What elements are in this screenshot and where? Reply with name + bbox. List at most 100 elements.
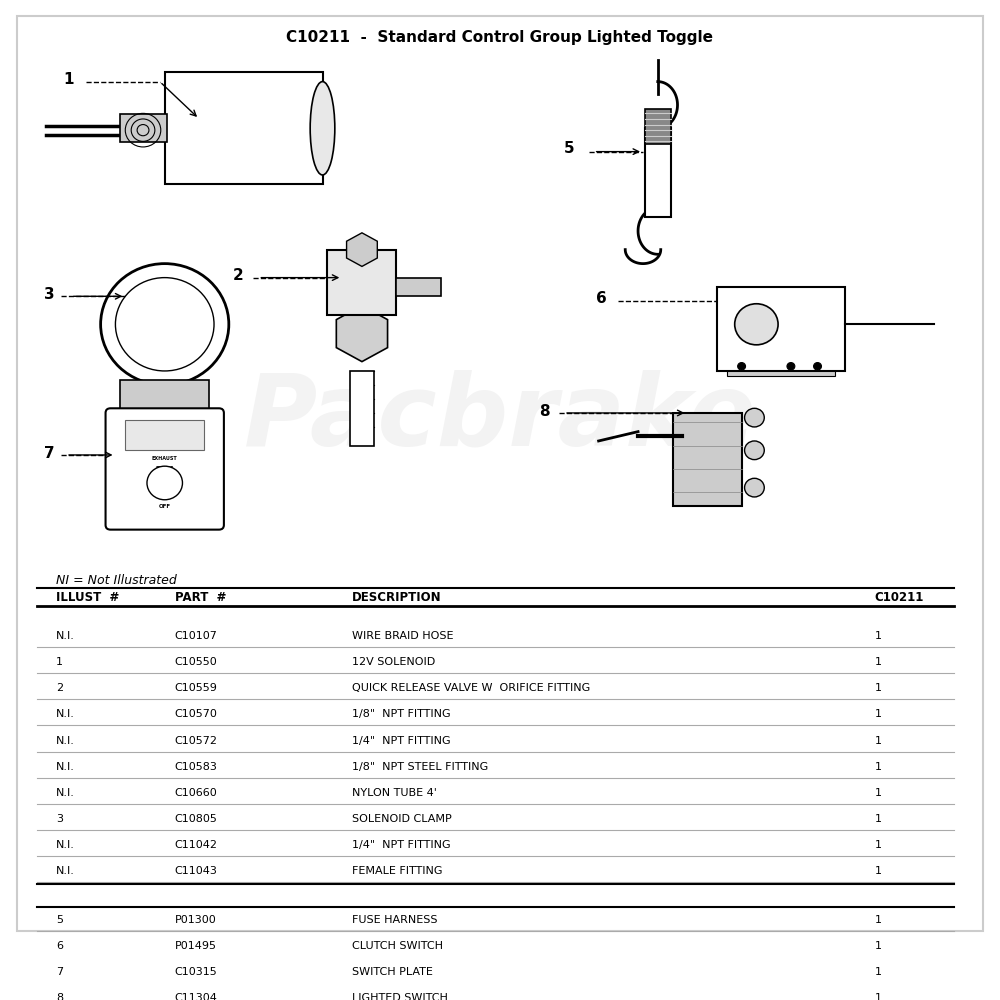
Text: 6: 6 [596,291,606,306]
Text: 3: 3 [44,287,54,302]
Text: 1: 1 [875,709,882,719]
Bar [350,371,374,446]
Text: QUICK RELEASE VALVE W  ORIFICE FITTING: QUICK RELEASE VALVE W ORIFICE FITTING [352,683,590,693]
Text: 1: 1 [875,866,882,876]
Text: CLUTCH SWITCH: CLUTCH SWITCH [352,941,443,951]
Circle shape [745,441,764,460]
Text: 1: 1 [875,967,882,977]
Circle shape [814,363,821,370]
Text: C11043: C11043 [175,866,217,876]
Text: NI = Not Illustrated: NI = Not Illustrated [56,574,177,587]
Text: C11304: C11304 [175,993,217,1000]
Polygon shape [347,233,377,266]
Text: 1: 1 [875,814,882,824]
Text: C10570: C10570 [175,709,217,719]
FancyBboxPatch shape [106,408,224,530]
Text: OFF: OFF [159,504,171,509]
Text: 7: 7 [56,967,63,977]
Text: C10572: C10572 [175,736,218,746]
Text: 1: 1 [64,72,74,87]
Text: 6: 6 [56,941,63,951]
Text: DESCRIPTION: DESCRIPTION [352,591,442,604]
Text: 1/4"  NPT FITTING: 1/4" NPT FITTING [352,736,451,746]
Text: 1/8"  NPT STEEL FITTING: 1/8" NPT STEEL FITTING [352,762,488,772]
Text: 5: 5 [56,915,63,925]
Text: 7: 7 [44,446,54,461]
Circle shape [735,304,778,345]
Text: 1: 1 [875,993,882,1000]
Text: N.I.: N.I. [56,736,75,746]
Text: 1: 1 [875,631,882,641]
Text: FEMALE FITTING: FEMALE FITTING [352,866,443,876]
Text: P01300: P01300 [175,915,216,925]
Text: 12V SOLENOID: 12V SOLENOID [352,657,435,667]
Text: N.I.: N.I. [56,866,75,876]
Text: C10583: C10583 [175,762,217,772]
Bar [727,306,835,320]
Text: N.I.: N.I. [56,762,75,772]
Text: C10660: C10660 [175,788,217,798]
Bar [125,420,204,450]
Text: C10211  -  Standard Control Group Lighted Toggle: C10211 - Standard Control Group Lighted … [287,30,714,45]
Text: 8: 8 [56,993,63,1000]
Bar [645,109,671,144]
Circle shape [745,478,764,497]
Bar [645,128,671,217]
Text: 5: 5 [563,141,574,156]
Text: C10315: C10315 [175,967,217,977]
Circle shape [745,408,764,427]
Text: Pacbrake: Pacbrake [244,369,756,466]
Circle shape [787,363,795,370]
Bar [120,380,209,413]
Text: 1: 1 [875,915,882,925]
Text: EXHAUST: EXHAUST [152,456,178,461]
Text: PACBRAKE: PACBRAKE [150,433,179,438]
Text: N.I.: N.I. [56,788,75,798]
Bar [717,287,845,371]
Ellipse shape [310,82,335,175]
Text: 2: 2 [56,683,63,693]
Text: 1/4"  NPT FITTING: 1/4" NPT FITTING [352,840,451,850]
Text: 1: 1 [875,683,882,693]
Text: WIRE BRAID HOSE: WIRE BRAID HOSE [352,631,454,641]
Text: 1: 1 [875,736,882,746]
Bar [327,250,396,315]
Text: BRAKE: BRAKE [156,466,174,471]
Text: C10805: C10805 [175,814,217,824]
Text: 1: 1 [875,762,882,772]
Bar [727,362,835,376]
Text: 1: 1 [56,657,63,667]
Text: 1: 1 [875,840,882,850]
Text: C10107: C10107 [175,631,217,641]
Text: P01495: P01495 [175,941,217,951]
Text: PART  #: PART # [175,591,226,604]
Text: C11042: C11042 [175,840,218,850]
Text: SWITCH PLATE: SWITCH PLATE [352,967,433,977]
Bar [396,278,441,296]
Text: 8: 8 [539,404,549,419]
Text: N.I.: N.I. [56,840,75,850]
Text: N.I.: N.I. [56,631,75,641]
Text: 1: 1 [875,941,882,951]
Text: NYLON TUBE 4': NYLON TUBE 4' [352,788,437,798]
Text: 1: 1 [875,657,882,667]
Text: 1/8"  NPT FITTING: 1/8" NPT FITTING [352,709,451,719]
Text: 2: 2 [233,268,244,283]
Text: SOLENOID CLAMP: SOLENOID CLAMP [352,814,452,824]
Text: C10559: C10559 [175,683,217,693]
Polygon shape [336,306,388,362]
Text: ILLUST  #: ILLUST # [56,591,120,604]
Text: 3: 3 [56,814,63,824]
Text: N.I.: N.I. [56,709,75,719]
Text: 1: 1 [359,245,365,254]
Text: C10550: C10550 [175,657,217,667]
Text: C10211: C10211 [875,591,924,604]
Text: 1: 1 [875,788,882,798]
Text: LIGHTED SWITCH: LIGHTED SWITCH [352,993,448,1000]
Circle shape [147,466,182,500]
Circle shape [738,363,746,370]
Bar [673,413,742,506]
Bar [165,72,322,184]
Bar [120,114,167,142]
Text: FUSE HARNESS: FUSE HARNESS [352,915,438,925]
